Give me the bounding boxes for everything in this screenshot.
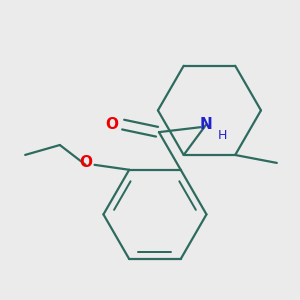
Text: O: O: [79, 155, 92, 170]
Text: O: O: [105, 117, 118, 132]
Text: N: N: [200, 117, 213, 132]
Text: H: H: [218, 129, 227, 142]
